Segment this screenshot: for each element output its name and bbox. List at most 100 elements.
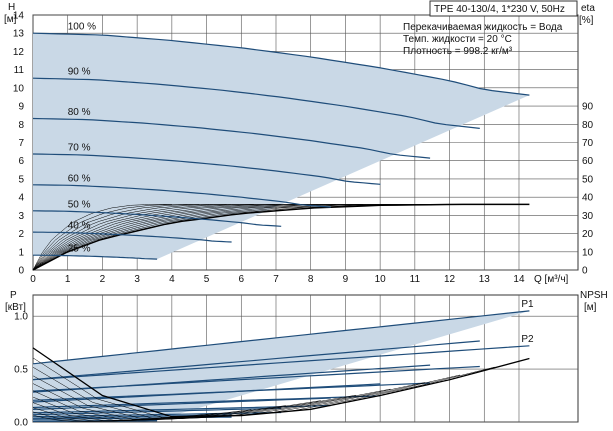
speed-label: 80 % (68, 107, 91, 118)
info-fluid: Перекачиваемая жидкость = Вода (403, 22, 563, 33)
eta-tick-label: 40 (582, 193, 594, 204)
eta-axis-label: eta (581, 3, 595, 14)
x-tick-label: 14 (513, 274, 525, 285)
speed-label: 40 % (68, 221, 91, 232)
title-box (429, 0, 578, 17)
eta-tick-label: 80 (582, 120, 594, 131)
x-tick-label: 12 (444, 274, 456, 285)
x-axis-label: Q [м³/ч] (534, 274, 569, 285)
y-tick-label: 13 (13, 29, 25, 40)
eta-tick-label: 50 (582, 174, 594, 185)
y-tick-label: 11 (14, 65, 25, 76)
efficiency-curve (32, 204, 445, 271)
power-curve-p1 (32, 310, 530, 365)
npsh-axis-label: NPSH (580, 290, 608, 301)
head-curve (32, 32, 530, 96)
head-curve (32, 210, 282, 227)
efficiency-curve (32, 204, 418, 271)
power-curve-p1 (32, 383, 381, 403)
power-curve-p2 (32, 345, 530, 381)
head-axis-unit: [м] (4, 14, 17, 25)
efficiency-curve (32, 204, 309, 271)
eta-tick-label: 0 (582, 266, 588, 277)
efficiency-curve (32, 204, 227, 271)
power-curve-p1 (32, 340, 480, 381)
speed-label: 70 % (68, 142, 91, 153)
x-tick-label: 13 (479, 274, 491, 285)
head-curve (32, 153, 381, 185)
head-curve (32, 231, 232, 243)
y-tick-label: 9 (18, 102, 24, 113)
series-label-p2: P2 (521, 334, 534, 345)
power-curve-p1 (32, 397, 331, 410)
power-npsh-panel: P1 P2 0.0 0.5 1.0 P [кВт] NPSH [м] (5, 290, 608, 429)
eta-axis-unit: [%] (579, 15, 594, 26)
efficiency-curve (32, 204, 364, 271)
y-tick-label: 1 (18, 247, 24, 258)
power-tick-label: 0.0 (14, 418, 28, 429)
x-tick-label: 4 (169, 274, 175, 285)
eta-tick-label: 30 (582, 211, 594, 222)
head-curve (32, 184, 331, 208)
info-density: Плотность = 998.2 кг/м³ (403, 46, 513, 57)
efficiency-curve (32, 204, 200, 271)
x-tick-label: 10 (375, 274, 387, 285)
npsh-curve-speed (32, 357, 495, 418)
y-tick-label: 0 (18, 266, 24, 277)
y-tick-label: 5 (18, 174, 24, 185)
head-axis-ticks: 0 1 2 3 4 5 6 7 8 9 10 11 12 13 1401234567891011121314… (13, 11, 594, 286)
speed-label: 100 % (68, 22, 96, 33)
eta-tick-label: 60 (582, 156, 594, 167)
chart-title: TPE 40-130/4, 1*230 V, 50Hz (434, 4, 565, 15)
x-tick-label: 3 (134, 274, 140, 285)
info-temperature: Темп. жидкости = 20 °C (403, 34, 512, 45)
y-tick-label: 10 (13, 83, 25, 94)
x-tick-label: 5 (204, 274, 210, 285)
power-axis-label: P (10, 290, 17, 301)
efficiency-curve (32, 204, 336, 271)
eta-tick-label: 10 (582, 247, 594, 258)
eta-tick-label: 20 (582, 229, 594, 240)
power-curve-p1 (32, 364, 431, 393)
npsh-curve-speed (32, 366, 460, 419)
y-tick-label: 7 (18, 138, 24, 149)
x-tick-label: 9 (343, 274, 349, 285)
x-tick-label: 8 (308, 274, 314, 285)
x-tick-label: 0 (30, 274, 36, 285)
head-axis-label: H (8, 2, 15, 13)
npsh-axis-unit: [м] (584, 302, 597, 313)
y-tick-label: 12 (13, 47, 25, 58)
x-tick-label: 6 (238, 274, 244, 285)
power-envelope-area (33, 310, 530, 422)
power-tick-label: 1.0 (14, 312, 28, 323)
efficiency-curve (32, 204, 282, 271)
x-tick-label: 1 (65, 274, 71, 285)
x-tick-label: 2 (100, 274, 106, 285)
eta-tick-label: 70 (582, 138, 594, 149)
head-curve (33, 254, 158, 260)
power-envelope (33, 310, 530, 422)
speed-label: 25 % (68, 244, 91, 255)
eta-tick-label: 90 (582, 102, 594, 113)
head-curve (32, 77, 480, 129)
head-curve (32, 117, 431, 159)
power-axis-unit: [кВт] (5, 302, 26, 313)
efficiency-curve (32, 204, 391, 271)
envelope-area (33, 33, 530, 260)
power-curve-p1 (32, 407, 282, 416)
operating-envelope (33, 33, 530, 260)
y-tick-label: 6 (18, 156, 24, 167)
power-axis-ticks: 0.0 0.5 1.0 (14, 312, 28, 429)
x-tick-label: 11 (410, 274, 421, 285)
y-tick-label: 4 (18, 193, 24, 204)
efficiency-curve-max (32, 203, 530, 271)
speed-label: 60 % (68, 173, 91, 184)
power-curves: P1 P2 (32, 299, 534, 422)
x-tick-label: 7 (273, 274, 279, 285)
power-tick-label: 0.5 (14, 365, 28, 376)
y-tick-label: 14 (13, 11, 25, 22)
speed-label: 50 % (68, 199, 91, 210)
efficiency-curve (32, 204, 254, 271)
